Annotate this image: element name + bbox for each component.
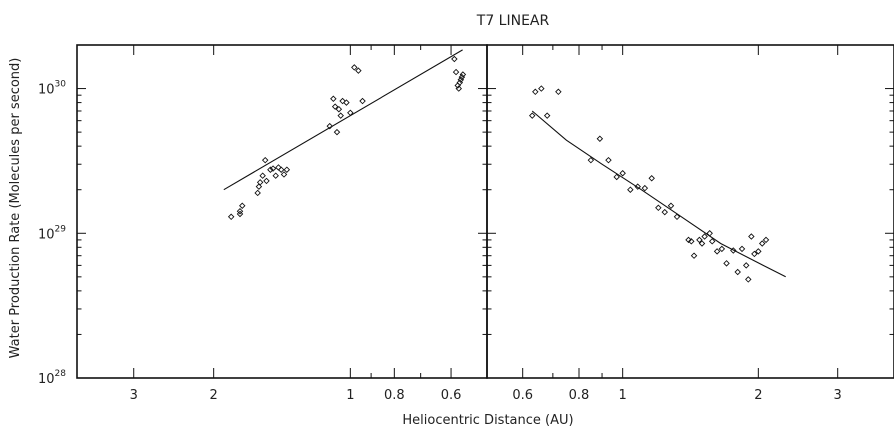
data-point: [688, 238, 695, 245]
x-tick-label: 3: [834, 388, 842, 403]
x-tick-label: 1: [346, 388, 354, 403]
data-point: [701, 233, 708, 240]
data-point: [452, 68, 460, 76]
data-point: [538, 85, 545, 92]
y-tick-label: 1028: [38, 369, 66, 387]
data-point: [758, 240, 766, 247]
data-point: [459, 71, 467, 78]
data-point: [613, 173, 620, 181]
x-axis-label: Heliocentric Distance (AU): [402, 413, 573, 428]
data-point: [718, 245, 726, 253]
data-point: [331, 103, 339, 110]
data-point: [256, 179, 264, 186]
data-point: [667, 202, 675, 209]
data-point: [330, 95, 337, 103]
data-point: [555, 88, 562, 96]
data-point: [738, 245, 746, 253]
data-point: [713, 248, 721, 255]
data-point: [641, 184, 649, 192]
data-point: [280, 171, 288, 178]
data-point: [708, 238, 716, 245]
data-point: [661, 208, 669, 216]
data-point: [239, 202, 246, 209]
data-point: [261, 156, 269, 164]
data-point: [326, 122, 333, 130]
data-point: [706, 230, 713, 237]
data-point: [451, 55, 458, 63]
data-point: [351, 64, 358, 71]
fit-line: [531, 110, 786, 278]
x-tick-label: 3: [130, 388, 138, 403]
panel-post-perihelion: 0.6 0.8 1 2 3: [486, 44, 894, 403]
data-point: [343, 99, 350, 106]
plot-frame: [76, 44, 488, 379]
data-point: [277, 166, 285, 173]
data-point: [723, 260, 730, 267]
data-point: [272, 172, 279, 179]
data-point: [696, 236, 703, 244]
data-point: [655, 204, 662, 212]
data-point: [532, 88, 539, 96]
data-point: [543, 112, 551, 119]
data-point: [259, 172, 266, 179]
data-point: [359, 97, 366, 105]
y-tick-label: 1030: [38, 80, 66, 98]
y-axis-label: Water Production Rate (Molecules per sec…: [8, 58, 23, 359]
data-point: [734, 268, 741, 276]
data-point: [263, 177, 270, 185]
y-tick-label: 1029: [38, 224, 66, 242]
data-point: [236, 210, 244, 218]
plot-frame: [486, 44, 894, 379]
data-point: [627, 186, 634, 193]
data-point: [619, 169, 626, 177]
data-point: [455, 85, 462, 92]
x-tick-label: 0.8: [384, 388, 405, 403]
data-point: [236, 208, 244, 215]
data-point: [347, 109, 354, 117]
data-point: [634, 183, 641, 190]
data-point: [745, 276, 752, 283]
data-point: [255, 183, 263, 190]
data-point: [528, 112, 536, 119]
data-point: [755, 248, 762, 255]
data-point: [283, 166, 291, 173]
chart-title: T7 LINEAR: [476, 13, 550, 29]
data-point: [751, 250, 758, 258]
data-point: [748, 233, 755, 240]
x-tick-label: 0.6: [512, 388, 533, 403]
data-point: [254, 189, 261, 197]
data-point: [673, 213, 681, 221]
panel-pre-perihelion: 3 2 1 0.8 0.6: [76, 44, 488, 403]
data-point: [269, 165, 277, 172]
data-point: [690, 252, 698, 259]
data-point: [698, 240, 706, 247]
data-point: [355, 67, 362, 74]
x-tick-label: 2: [754, 388, 762, 403]
data-point: [596, 135, 604, 142]
x-tick-label: 1: [619, 388, 627, 403]
data-point: [339, 97, 346, 105]
data-point: [762, 236, 770, 244]
x-tick-label: 2: [210, 388, 218, 403]
data-point: [742, 262, 750, 269]
data-point: [605, 156, 612, 164]
x-tick-label: 0.8: [569, 388, 590, 403]
data-point: [337, 112, 344, 119]
data-point: [458, 73, 466, 81]
data-point: [227, 213, 235, 221]
data-point: [587, 156, 595, 164]
fit-line: [223, 49, 463, 191]
x-tick-label: 0.6: [441, 388, 462, 403]
data-point: [267, 166, 274, 173]
data-point: [685, 236, 692, 244]
data-point: [648, 175, 655, 182]
data-point: [335, 105, 343, 113]
panels: 3 2 1 0.8 0.6 0.6 0.8 1 2 3 1028 1029 1030: [38, 44, 894, 403]
data-point: [333, 128, 341, 136]
data-point: [730, 247, 737, 254]
